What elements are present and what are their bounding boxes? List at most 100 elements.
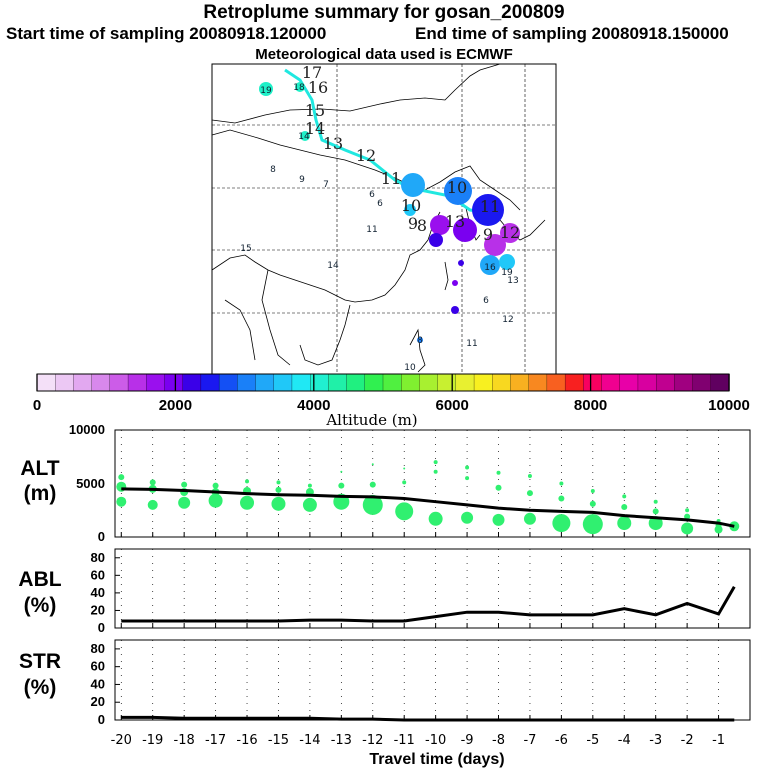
altitude-bubble <box>465 465 470 470</box>
plume-dot <box>430 215 450 235</box>
colorbar-cell <box>656 373 676 392</box>
x-tick-label: -10 <box>425 733 446 748</box>
map-frame <box>211 63 557 375</box>
altitude-bubble <box>433 469 438 474</box>
altitude-bubble <box>362 494 383 515</box>
dot-day-label: 16 <box>484 263 496 273</box>
trajectory-day-label: 9 <box>408 214 418 233</box>
altitude-bubble <box>492 513 505 526</box>
altitude-bubble <box>714 525 723 534</box>
plume-dot <box>472 194 504 226</box>
altitude-bubble <box>275 486 282 493</box>
altitude-bubble <box>181 481 188 488</box>
altitude-bubble <box>245 479 250 484</box>
panel-frame <box>114 548 751 629</box>
colorbar-tick-label: 6000 <box>436 397 469 414</box>
end-time-label: End time of sampling 20080918.150000 <box>415 24 729 43</box>
altitude-bubble <box>212 482 219 489</box>
trajectory-day-label: 11 <box>381 169 401 188</box>
altitude-bubble <box>428 511 443 526</box>
panel-0: ALT(m) 10000 5000 0 <box>20 422 751 544</box>
colorbar-cell <box>91 373 111 392</box>
plume-dot <box>300 131 310 141</box>
altitude-bubble <box>271 496 286 511</box>
chart-title: Retroplume summary for gosan_200809 <box>203 2 565 23</box>
colorbar-cell <box>73 373 93 392</box>
altitude-bubble <box>340 470 343 473</box>
panel-ylabel: ABL <box>18 568 61 591</box>
plume-dot <box>484 234 506 256</box>
x-tick-label: -13 <box>331 733 352 748</box>
colorbar-cell <box>401 373 421 392</box>
y-tick-label: 80 <box>91 641 105 656</box>
dot-day-label: 9 <box>299 175 305 185</box>
altitude-bubble <box>116 496 127 507</box>
altitude-bubble <box>402 480 407 485</box>
y-tick-label: 20 <box>91 694 105 709</box>
trajectory-day-label: 10 <box>401 196 421 215</box>
colorbar-cell <box>473 373 493 392</box>
colorbar-cell <box>455 373 475 392</box>
x-tick-label: -18 <box>174 733 195 748</box>
dot-day-label: 14 <box>298 132 310 142</box>
colorbar-cell <box>546 373 566 392</box>
x-tick-label: -19 <box>142 733 163 748</box>
x-tick-label: -17 <box>205 733 226 748</box>
altitude-bubble <box>338 482 345 489</box>
colorbar-cell <box>437 373 457 392</box>
x-tick-label: -3 <box>649 733 662 748</box>
x-tick-label: -14 <box>299 733 320 748</box>
altitude-bubble <box>527 474 532 479</box>
colorbar-tick-label: 0 <box>33 397 41 414</box>
altitude-bubble <box>685 508 690 513</box>
altitude-bubble <box>681 522 694 535</box>
panel-ylabel-unit: (m) <box>24 482 57 505</box>
x-tick-label: -15 <box>268 733 289 748</box>
time-series-panels: ALT(m) 10000 5000 0 ABL (%) 80 60 40 20 0 STR (%) 80 6… <box>18 422 751 768</box>
trajectory-day-label: 17 <box>302 63 322 82</box>
altitude-bubble <box>147 499 158 510</box>
colorbar-cell <box>218 373 238 392</box>
colorbar-cell <box>182 373 202 392</box>
panel-ylabel: ALT <box>20 457 59 480</box>
altitude-bubble <box>307 483 312 488</box>
altitude-bubble <box>558 495 565 502</box>
plume-dot <box>259 82 273 96</box>
altitude-bubble <box>590 488 595 493</box>
y-tick-label: 20 <box>91 602 105 617</box>
trajectory-day-label: 12 <box>356 146 376 165</box>
altitude-median-line <box>121 487 735 528</box>
dot-day-label: 13 <box>507 276 518 286</box>
panel-frame <box>114 639 751 721</box>
dot-day-label: 11 <box>366 225 377 235</box>
plume-dot <box>417 337 423 343</box>
plume-dot <box>480 255 500 275</box>
altitude-bubble <box>371 463 374 466</box>
colorbar-cell <box>637 373 657 392</box>
x-tick-label: -11 <box>394 733 415 748</box>
x-tick-label: -9 <box>461 733 474 748</box>
dot-day-label: 6 <box>369 190 375 200</box>
colorbar-cell <box>583 373 603 392</box>
x-tick-label: -16 <box>236 733 257 748</box>
panel-frame <box>114 429 751 538</box>
altitude-bubble <box>149 479 156 486</box>
trajectory-day-label: 14 <box>305 119 325 138</box>
altitude-bubble <box>178 496 191 509</box>
altitude-bubble <box>523 512 536 525</box>
trajectory-day-label: 16 <box>308 78 328 97</box>
x-tick-label: -4 <box>618 733 631 748</box>
plume-dot <box>452 280 458 286</box>
altitude-bubble <box>621 504 628 511</box>
y-tick-label: 0 <box>98 712 105 727</box>
y-tick-label: 0 <box>98 620 105 635</box>
altitude-bubble <box>208 493 223 508</box>
colorbar-cell <box>674 373 694 392</box>
colorbar-cell <box>291 373 311 392</box>
colorbar-cell <box>255 373 275 392</box>
trajectory-day-label: 13 <box>445 212 465 231</box>
